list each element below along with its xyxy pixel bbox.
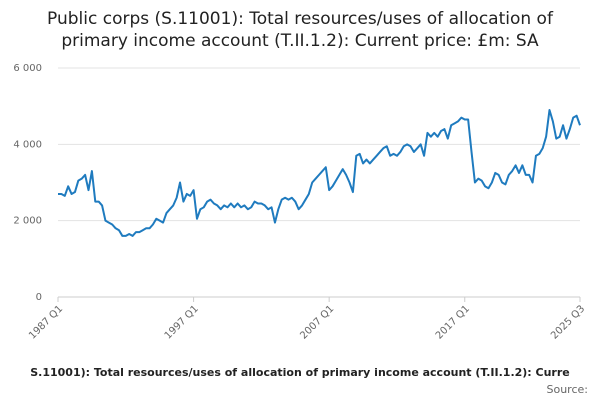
x-tick-label: 1987 Q1 bbox=[27, 303, 65, 341]
y-tick-label: 0 bbox=[36, 292, 42, 303]
source: Source: bbox=[547, 383, 589, 396]
chart-subtitle: primary income account (T.II.1.2): Curre… bbox=[61, 31, 539, 51]
y-tick-label: 2 000 bbox=[13, 216, 42, 227]
y-tick-label: 6 000 bbox=[13, 63, 42, 74]
footer: S.11001): Total resources/uses of alloca… bbox=[30, 366, 570, 379]
chart-title: Public corps (S.11001): Total resources/… bbox=[47, 9, 554, 29]
x-tick-label: 1997 Q1 bbox=[163, 303, 201, 341]
x-tick-label: 2025 Q3 bbox=[549, 303, 587, 341]
x-tick-label: 2017 Q1 bbox=[434, 303, 472, 341]
x-tick-label: 2007 Q1 bbox=[298, 303, 336, 341]
data-line bbox=[58, 108, 581, 237]
y-tick-label: 4 000 bbox=[13, 139, 42, 150]
